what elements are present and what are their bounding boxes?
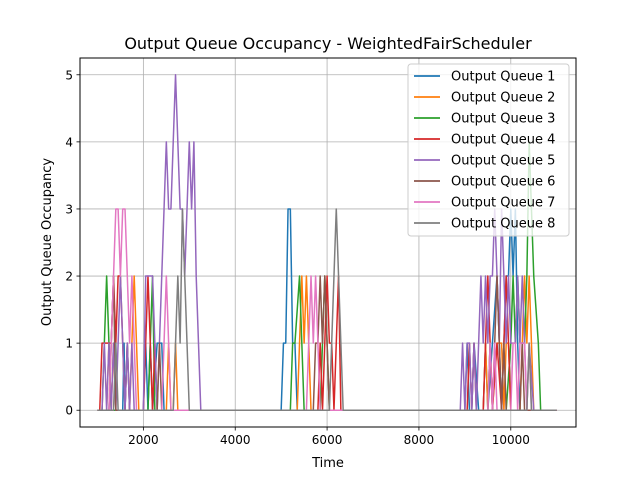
legend-label-7: Output Queue 7 bbox=[451, 196, 555, 211]
series-line-output-queue-7 bbox=[97, 208, 557, 411]
x-tick-label: 6000 bbox=[312, 433, 343, 447]
x-axis-label: Time bbox=[311, 456, 344, 471]
axis-ticks: 2000 4000 6000 8000 10000 0 1 2 3 4 5 bbox=[65, 68, 530, 447]
y-axis-label: Output Queue Occupancy bbox=[40, 158, 55, 327]
x-tick-label: 8000 bbox=[404, 433, 435, 447]
x-tick-label: 2000 bbox=[128, 433, 159, 447]
series-line-output-queue-8 bbox=[97, 208, 557, 411]
legend-label-3: Output Queue 3 bbox=[451, 112, 555, 127]
y-tick-label: 4 bbox=[65, 135, 73, 149]
legend-label-4: Output Queue 4 bbox=[451, 133, 555, 148]
legend: Output Queue 1 Output Queue 2 Output Queue… bbox=[407, 63, 570, 237]
y-tick-label: 0 bbox=[65, 404, 73, 418]
legend-label-2: Output Queue 2 bbox=[451, 91, 555, 106]
x-tick-label: 4000 bbox=[220, 433, 251, 447]
legend-label-5: Output Queue 5 bbox=[451, 154, 555, 169]
legend-box bbox=[407, 63, 570, 237]
legend-label-6: Output Queue 6 bbox=[451, 175, 555, 190]
legend-label-1: Output Queue 1 bbox=[451, 70, 555, 85]
y-tick-label: 3 bbox=[65, 202, 73, 216]
series-lines bbox=[97, 74, 557, 411]
axes-frame bbox=[79, 57, 577, 428]
y-tick-label: 5 bbox=[65, 68, 73, 82]
x-tick-label: 10000 bbox=[492, 433, 530, 447]
y-tick-label: 2 bbox=[65, 270, 73, 284]
legend-label-8: Output Queue 8 bbox=[451, 217, 555, 232]
y-tick-label: 1 bbox=[65, 337, 73, 351]
series-line-output-queue-5 bbox=[97, 74, 557, 411]
chart-title: Output Queue Occupancy - WeightedFairSch… bbox=[124, 34, 532, 53]
